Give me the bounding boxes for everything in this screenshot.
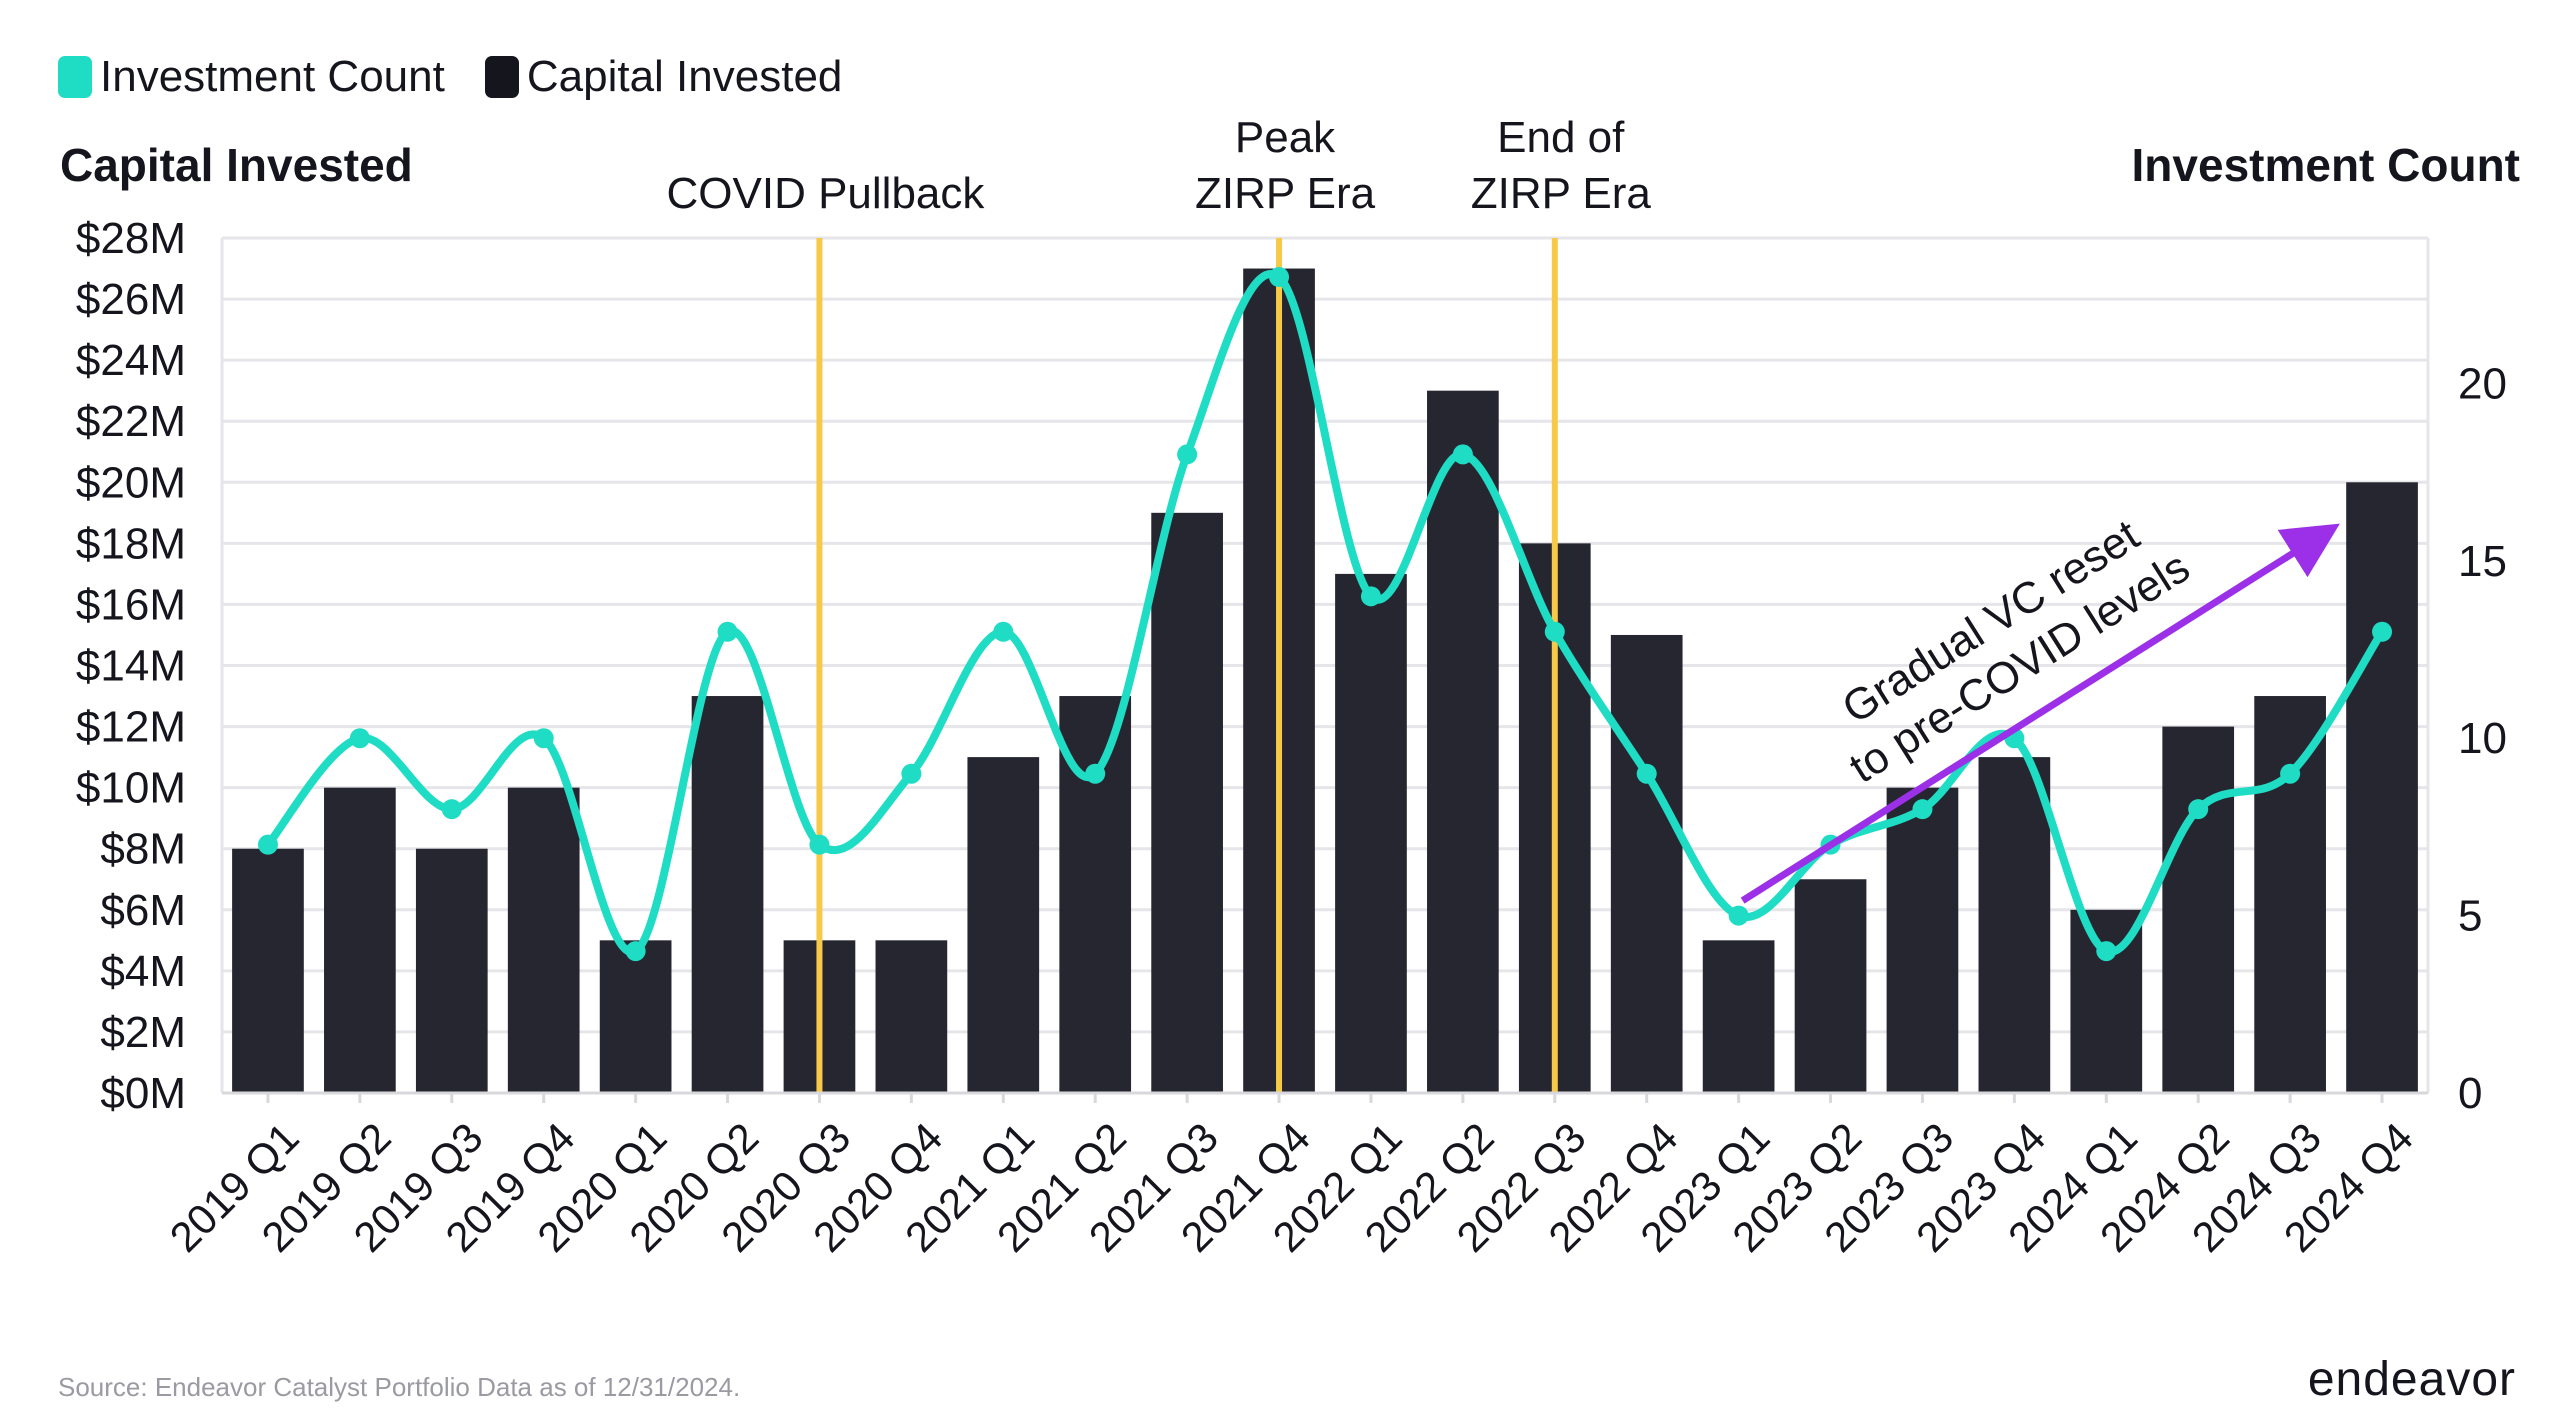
- legend-swatch-investment-count: [58, 56, 92, 98]
- left-tick-label: $0M: [100, 1069, 186, 1118]
- data-point: [2096, 941, 2117, 962]
- event-label: COVID Pullback: [667, 169, 986, 218]
- legend-item-investment-count[interactable]: Investment Count: [58, 52, 445, 102]
- bar: [232, 848, 304, 1093]
- bar: [1886, 787, 1959, 1093]
- right-tick-label: 5: [2458, 892, 2482, 941]
- data-point: [1085, 763, 1106, 784]
- data-point: [1544, 621, 1565, 642]
- left-tick-label: $14M: [76, 642, 186, 691]
- data-point: [1177, 444, 1198, 465]
- bar: [2162, 726, 2235, 1093]
- bar: [967, 757, 1040, 1093]
- legend-label: Investment Count: [100, 52, 445, 101]
- bar: [1335, 573, 1407, 1093]
- data-point: [809, 834, 830, 855]
- legend-item-capital-invested[interactable]: Capital Invested: [484, 52, 843, 102]
- left-tick-label: $20M: [76, 458, 186, 507]
- data-point: [901, 763, 922, 784]
- event-label: Peak: [1235, 113, 1336, 162]
- bar: [1427, 390, 1499, 1093]
- left-tick-label: $12M: [76, 703, 186, 752]
- legend-swatch-capital-invested: [484, 56, 519, 98]
- data-point: [257, 834, 278, 855]
- legend: Investment Count Capital Invested: [58, 52, 842, 102]
- event-label: End of: [1497, 113, 1625, 162]
- data-point: [717, 621, 738, 642]
- bar: [324, 787, 396, 1093]
- bar: [507, 787, 580, 1093]
- event-lines: [816, 238, 1558, 1093]
- bar: [599, 940, 672, 1093]
- data-point: [349, 728, 370, 749]
- bar: [1151, 512, 1223, 1093]
- left-tick-label: $2M: [100, 1008, 186, 1057]
- left-tick-label: $24M: [76, 336, 186, 385]
- trend-arrow: [1740, 523, 2340, 904]
- bar: [1610, 634, 1683, 1093]
- left-tick-label: $16M: [76, 580, 186, 629]
- data-point: [2188, 799, 2209, 820]
- bar: [2254, 696, 2326, 1093]
- source-note: Source: Endeavor Catalyst Portfolio Data…: [58, 1372, 741, 1402]
- right-tick-label: 20: [2458, 359, 2507, 408]
- data-point: [1728, 905, 1749, 926]
- data-point: [2280, 763, 2301, 784]
- left-tick-label: $8M: [100, 825, 186, 874]
- bar: [2346, 482, 2418, 1093]
- right-tick-label: 0: [2458, 1069, 2482, 1118]
- endeavor-logo: endeavor: [2307, 1353, 2516, 1406]
- right-tick-label: 15: [2458, 537, 2507, 586]
- data-point: [1912, 799, 1933, 820]
- left-tick-label: $10M: [76, 764, 186, 813]
- data-point: [1269, 267, 1290, 288]
- investment-count-line: [257, 267, 2393, 962]
- bar: [1794, 879, 1867, 1093]
- data-point: [1360, 586, 1381, 607]
- bar: [1702, 940, 1775, 1093]
- data-point: [993, 621, 1014, 642]
- legend-label: Capital Invested: [526, 52, 843, 101]
- bar: [1978, 757, 2051, 1093]
- event-label: ZIRP Era: [1195, 169, 1376, 218]
- data-point: [625, 941, 646, 962]
- bar: [415, 848, 488, 1093]
- left-tick-label: $28M: [76, 214, 186, 263]
- data-point: [1452, 444, 1473, 465]
- grid: [220, 236, 2430, 1093]
- left-tick-label: $22M: [76, 397, 186, 446]
- event-label: ZIRP Era: [1471, 169, 1652, 218]
- left-tick-label: $26M: [76, 275, 186, 324]
- bar: [875, 940, 948, 1093]
- left-axis-title: Capital Invested: [60, 139, 413, 191]
- data-point: [2372, 621, 2393, 642]
- data-point: [441, 799, 462, 820]
- data-point: [533, 728, 554, 749]
- left-tick-label: $6M: [100, 886, 186, 935]
- left-tick-label: $4M: [100, 947, 186, 996]
- data-point: [1636, 763, 1657, 784]
- right-axis-title: Investment Count: [2131, 139, 2520, 191]
- right-tick-label: 10: [2458, 714, 2507, 763]
- left-tick-label: $18M: [76, 519, 186, 568]
- bar: [691, 696, 764, 1093]
